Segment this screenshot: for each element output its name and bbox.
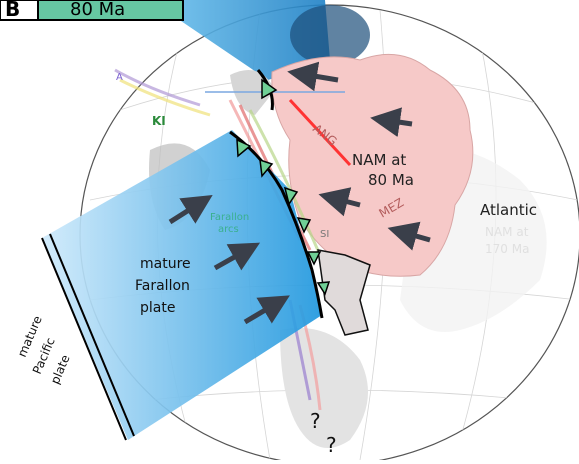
farallon-plate [42,130,322,440]
label-atlantic: Atlantic [480,201,537,219]
label-ki: KI [152,114,166,128]
arrow-icon [168,61,431,325]
label-farallon-line2: Farallon [135,278,190,294]
label-nam-80-line2: 80 Ma [368,171,414,189]
label-nam-170-line2: 170 Ma [485,242,529,256]
label-nam-80-line1: NAM at [352,151,406,169]
nam-80-continent [271,53,474,277]
label-farallon-line3: plate [140,300,175,316]
subduction-triangle-icon [236,78,331,296]
label-pacific-line3: plate [48,353,73,386]
label-farallon-line1: mature [140,256,191,272]
age-label: 80 Ma [70,0,125,20]
label-si: SI [320,229,329,240]
label-farallon-arcs-line1: Farallon [210,212,249,223]
panel-letter: B [5,0,20,21]
panel-header: B 80 Ma [0,0,184,21]
question-mark-1: ? [310,409,321,433]
label-farallon-arcs-line2: arcs [218,224,239,235]
question-mark-2: ? [326,433,337,457]
label-a: A [116,72,123,83]
ridge-line-1 [41,237,127,441]
ridge-line-2 [49,233,135,437]
upper-slab [150,0,330,80]
label-nam-170-line1: NAM at [485,225,529,239]
ang-fault-line [288,98,352,167]
accreted-block [317,249,371,336]
